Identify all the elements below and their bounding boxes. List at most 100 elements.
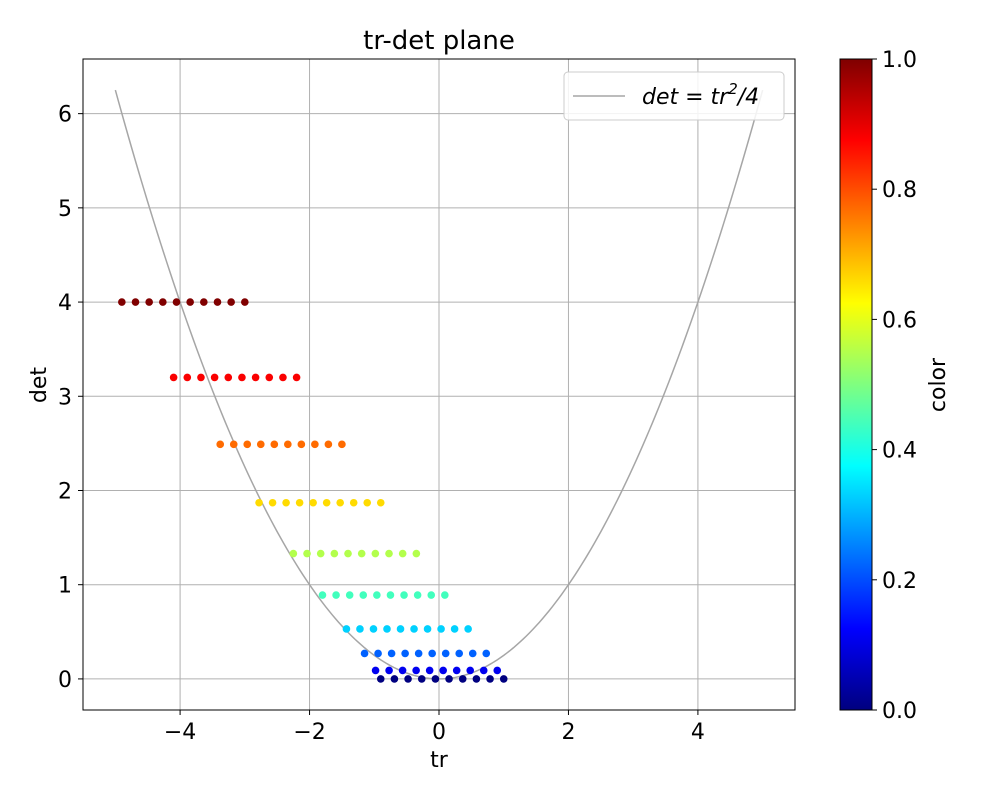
scatter-point	[383, 625, 391, 633]
x-tick-label: 4	[691, 720, 705, 745]
scatter-point	[311, 440, 319, 449]
colorbar-tick-label: 0.2	[882, 569, 917, 594]
scatter-point	[229, 440, 238, 449]
colorbar-frame	[839, 58, 873, 711]
scatter-point	[428, 649, 436, 658]
scatter-point	[450, 625, 459, 633]
scatter-point	[400, 591, 408, 599]
scatter-point	[224, 373, 233, 382]
scatter-point	[386, 591, 395, 599]
scatter-point	[268, 498, 277, 507]
scatter-point	[439, 666, 447, 675]
scatter-point	[441, 649, 450, 658]
scatter-point	[412, 549, 421, 558]
scatter-point	[238, 373, 246, 382]
scatter-point	[423, 625, 432, 633]
y-axis-label: det	[27, 367, 52, 404]
scatter-point	[363, 498, 372, 507]
scatter-point	[338, 440, 346, 449]
scatter-point	[227, 298, 235, 306]
scatter-point	[216, 440, 225, 449]
scatter-point	[374, 649, 382, 658]
scatter-point	[413, 591, 422, 599]
scatter-point	[316, 549, 325, 558]
scatter-point	[213, 298, 222, 306]
scatter-point	[482, 649, 491, 658]
scatter-point	[385, 549, 393, 558]
axis-ticks: −4 −2 0 2 4 0 1 2 3 4 5 6	[58, 103, 705, 745]
scatter-point	[359, 591, 368, 599]
scatter-point	[292, 373, 301, 382]
scatter-point	[371, 666, 380, 675]
scatter-point	[270, 440, 279, 449]
scatter-point	[265, 373, 274, 382]
scatter-point	[479, 666, 488, 675]
legend-label-tail: /4	[736, 85, 759, 110]
scatter-point	[345, 591, 354, 599]
scatter-point	[398, 666, 407, 675]
scatter-point	[437, 625, 445, 633]
scatter-point	[284, 440, 292, 449]
scatter-point	[255, 498, 263, 507]
colorbar-ticks: 0.0 0.2 0.4 0.6 0.8 1.0	[872, 48, 917, 724]
scatter-point	[172, 298, 181, 306]
chart-title: tr-det plane	[363, 26, 515, 56]
scatter-point	[241, 298, 249, 306]
scatter-point	[360, 649, 369, 658]
scatter-point	[452, 666, 461, 675]
legend-label-sup: 2	[728, 80, 738, 98]
scatter-point	[431, 675, 440, 683]
scatter-point	[322, 498, 331, 507]
scatter-point	[472, 675, 481, 683]
scatter-point	[169, 373, 178, 382]
scatter-point	[357, 549, 366, 558]
scatter-point	[349, 498, 358, 507]
y-tick-label: 1	[58, 574, 72, 599]
scatter-point	[159, 298, 167, 306]
colorbar-label: color	[926, 357, 951, 412]
scatter-point	[425, 666, 434, 675]
colorbar-tick-label: 0.0	[882, 699, 917, 724]
scatter-point	[289, 549, 298, 558]
scatter-point	[464, 625, 472, 633]
scatter-point	[210, 373, 219, 382]
scatter-point	[414, 649, 423, 658]
y-tick-label: 4	[58, 291, 72, 316]
scatter-point	[493, 666, 502, 675]
scatter-point	[303, 549, 311, 558]
y-tick-label: 5	[58, 197, 72, 222]
scatter-point	[412, 666, 420, 675]
colorbar-tick-label: 0.6	[882, 308, 917, 333]
legend: det = tr2/4	[563, 71, 785, 121]
scatter-point	[376, 498, 385, 507]
colorbar-tick-label: 0.4	[882, 439, 917, 464]
colorbar-tick-label: 0.8	[882, 178, 917, 203]
y-tick-label: 3	[58, 385, 72, 410]
scatter-point	[486, 675, 494, 683]
legend-box	[563, 71, 785, 121]
colorbar-gradient	[840, 59, 872, 710]
x-tick-label: 2	[561, 720, 575, 745]
scatter-point	[458, 675, 467, 683]
scatter-point	[499, 675, 508, 683]
scatter-point	[186, 298, 194, 306]
colorbar: 0.0 0.2 0.4 0.6 0.8 1.0 color	[839, 48, 951, 724]
scatter-point	[324, 440, 333, 449]
y-tick-label: 0	[58, 668, 72, 693]
x-axis-label: tr	[430, 748, 449, 773]
scatter-point	[295, 498, 304, 507]
scatter-point	[410, 625, 418, 633]
scatter-point	[318, 591, 327, 599]
scatter-point	[330, 549, 339, 558]
scatter-point	[256, 440, 265, 449]
scatter-point	[427, 591, 436, 599]
scatter-point	[344, 549, 352, 558]
y-tick-label: 2	[58, 479, 72, 504]
scatter-point	[356, 625, 364, 633]
scatter-point	[251, 373, 260, 382]
scatter-point	[200, 298, 208, 306]
scatter-point	[468, 649, 477, 658]
x-tick-label: −4	[164, 720, 196, 745]
scatter-point	[297, 440, 306, 449]
